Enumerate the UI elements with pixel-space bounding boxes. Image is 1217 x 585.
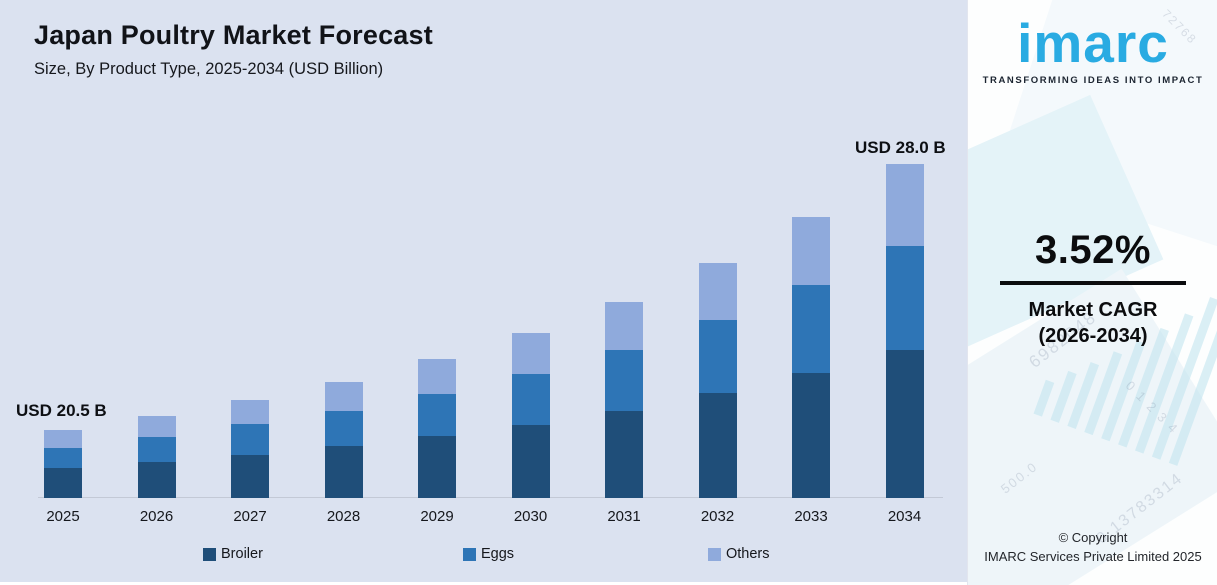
bar-segment-broiler-2028 [324, 446, 363, 498]
legend-label-others: Others [726, 546, 770, 562]
chart-panel: Japan Poultry Market Forecast Size, By P… [0, 0, 967, 585]
bar-2030 [511, 333, 550, 498]
bar-segment-eggs-2030 [511, 374, 550, 425]
page-subtitle: Size, By Product Type, 2025-2034 (USD Bi… [34, 60, 384, 78]
bar-segment-eggs-2026 [137, 437, 176, 462]
bar-segment-broiler-2029 [418, 436, 456, 498]
bar-segment-broiler-2027 [231, 455, 269, 498]
bar-2034 [885, 164, 924, 498]
legend-swatch-eggs [463, 547, 476, 561]
end-value-label: USD 28.0 B [855, 138, 946, 157]
bar-segment-others-2028 [324, 382, 363, 411]
bar-segment-others-2033 [792, 217, 830, 285]
x-axis-label-2026: 2026 [139, 508, 174, 525]
imarc-logo-tagline: TRANSFORMING IDEAS INTO IMPACT [982, 75, 1204, 86]
x-axis-label-2025: 2025 [46, 508, 80, 525]
x-axis-label-2033: 2033 [794, 508, 828, 525]
x-axis-label-2034: 2034 [887, 508, 922, 525]
bar-2031 [605, 302, 643, 498]
copyright-line2: IMARC Services Private Limited 2025 [984, 549, 1202, 565]
legend-swatch-others [708, 547, 721, 561]
page-title: Japan Poultry Market Forecast [34, 20, 433, 50]
x-axis-line [38, 497, 943, 498]
bar-2032 [698, 263, 737, 498]
legend-label-broiler: Broiler [221, 546, 263, 562]
bar-segment-others-2025 [44, 430, 82, 448]
bar-segment-eggs-2033 [792, 285, 830, 373]
watermark-text: 500.0 [997, 458, 1041, 497]
bar-2029 [418, 359, 456, 498]
bar-segment-eggs-2034 [885, 246, 924, 350]
bar-segment-broiler-2034 [885, 350, 924, 498]
bar-segment-eggs-2028 [324, 411, 363, 446]
cagr-label-line2: (2026-2034) [1038, 325, 1148, 347]
bar-segment-others-2029 [418, 359, 456, 394]
bar-segment-eggs-2032 [698, 320, 737, 393]
cagr-label: Market CAGR (2026-2034) [968, 297, 1217, 349]
bar-2028 [324, 382, 363, 498]
bar-segment-broiler-2026 [137, 462, 176, 498]
x-axis-label-2031: 2031 [607, 508, 641, 525]
bar-2025 [44, 430, 82, 498]
start-value-label: USD 20.5 B [16, 401, 107, 420]
bar-segment-eggs-2031 [605, 350, 643, 411]
imarc-logo: imarc TRANSFORMING IDEAS INTO IMPACT [968, 12, 1217, 87]
copyright: © Copyright IMARC Services Private Limit… [968, 529, 1217, 567]
cagr-divider [1000, 281, 1186, 285]
sidebar: 500.0 6982048 0.13783314 0 1 2 3 4 72768… [967, 0, 1217, 585]
imarc-logo-text: imarc [1017, 12, 1169, 74]
legend-item-eggs: Eggs [463, 546, 514, 562]
x-axis-label-2027: 2027 [233, 508, 267, 525]
bar-segment-broiler-2025 [44, 468, 82, 498]
bar-segment-broiler-2033 [792, 373, 830, 498]
bar-segment-others-2034 [885, 164, 924, 246]
legend-swatch-broiler [203, 547, 216, 561]
bar-segment-eggs-2027 [231, 424, 269, 455]
x-axis-label-2030: 2030 [513, 508, 548, 525]
copyright-line1: © Copyright [1058, 530, 1128, 546]
bar-segment-eggs-2025 [44, 448, 82, 468]
bar-segment-broiler-2032 [698, 393, 737, 498]
stacked-bar-chart: 2025 2026 2027 2028 2029 2030 2031 2032 2033 2034 [38, 164, 943, 525]
bar-2026 [137, 416, 176, 498]
bar-segment-broiler-2030 [511, 425, 550, 498]
watermark-text: 0 1 2 3 4 [1122, 377, 1182, 438]
bar-2027 [231, 400, 269, 498]
bar-segment-others-2027 [231, 400, 269, 424]
bar-segment-others-2026 [137, 416, 176, 437]
cagr-block: 3.52% Market CAGR (2026-2034) [968, 228, 1217, 349]
legend-item-broiler: Broiler [203, 546, 263, 562]
cagr-value: 3.52% [1035, 228, 1151, 272]
cagr-label-line1: Market CAGR [1028, 299, 1158, 321]
bar-segment-others-2032 [698, 263, 737, 320]
x-axis-label-2032: 2032 [700, 508, 735, 525]
bar-segment-others-2031 [605, 302, 643, 350]
x-axis-label-2029: 2029 [420, 508, 454, 525]
bar-segment-eggs-2029 [418, 394, 456, 436]
bar-segment-others-2030 [511, 333, 550, 374]
bar-segment-broiler-2031 [605, 411, 643, 498]
legend-item-others: Others [708, 546, 770, 562]
x-axis-label-2028: 2028 [326, 508, 361, 525]
legend-label-eggs: Eggs [481, 546, 515, 562]
bar-2033 [792, 217, 830, 498]
